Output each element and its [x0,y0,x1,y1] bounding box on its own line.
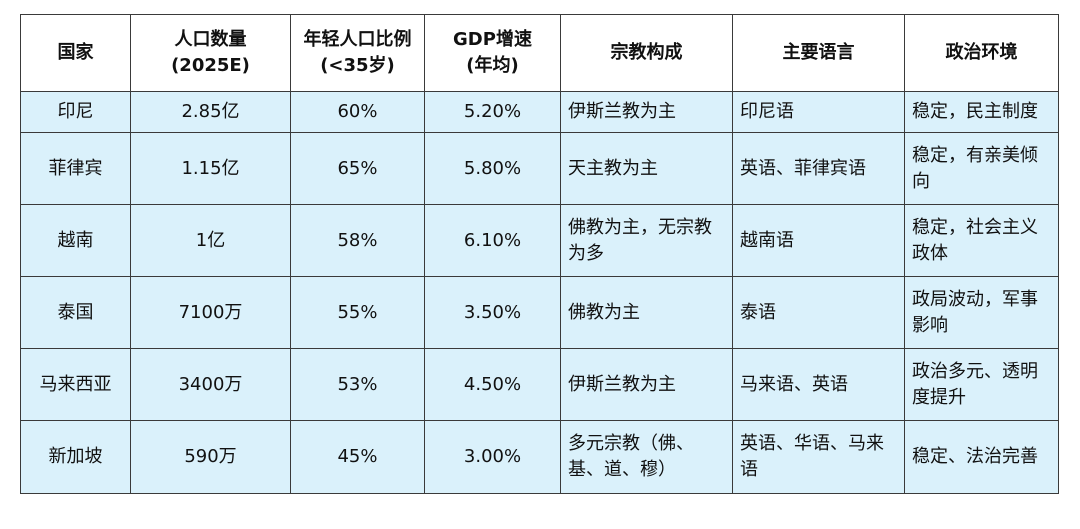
cell-language: 泰语 [732,276,905,349]
country-comparison-table: 国家 人口数量 (2025E) 年轻人口比例 (<35岁) GDP增速 (年均) 宗教… [20,14,1059,494]
header-politics: 政治环境 [904,14,1059,92]
header-population: 人口数量 (2025E) [130,14,291,92]
cell-gdp-growth: 5.20% [424,91,561,133]
cell-gdp-growth: 3.00% [424,420,561,494]
cell-country: 越南 [20,204,131,277]
cell-politics: 稳定，民主制度 [904,91,1059,133]
cell-youth-ratio: 60% [290,91,425,133]
cell-religion: 佛教为主，无宗教为多 [560,204,733,277]
table-row: 新加坡 590万 45% 3.00% 多元宗教（佛、基、道、穆） 英语、华语、马… [20,420,1059,494]
cell-population: 1.15亿 [130,132,291,205]
data-table-container: 国家 人口数量 (2025E) 年轻人口比例 (<35岁) GDP增速 (年均) 宗教… [20,14,1059,494]
cell-population: 7100万 [130,276,291,349]
cell-youth-ratio: 58% [290,204,425,277]
header-gdp-growth: GDP增速 (年均) [424,14,561,92]
cell-politics: 政局波动，军事影响 [904,276,1059,349]
cell-politics: 稳定，社会主义政体 [904,204,1059,277]
cell-youth-ratio: 55% [290,276,425,349]
cell-language: 英语、华语、马来语 [732,420,905,494]
cell-youth-ratio: 65% [290,132,425,205]
cell-youth-ratio: 45% [290,420,425,494]
cell-politics: 稳定、法治完善 [904,420,1059,494]
header-row: 国家 人口数量 (2025E) 年轻人口比例 (<35岁) GDP增速 (年均) 宗教… [20,14,1059,92]
cell-population: 2.85亿 [130,91,291,133]
header-religion: 宗教构成 [560,14,733,92]
cell-language: 英语、菲律宾语 [732,132,905,205]
cell-country: 泰国 [20,276,131,349]
cell-population: 3400万 [130,348,291,421]
header-language: 主要语言 [732,14,905,92]
cell-religion: 天主教为主 [560,132,733,205]
cell-politics: 稳定，有亲美倾向 [904,132,1059,205]
cell-population: 1亿 [130,204,291,277]
cell-language: 越南语 [732,204,905,277]
header-country: 国家 [20,14,131,92]
cell-gdp-growth: 6.10% [424,204,561,277]
cell-religion: 伊斯兰教为主 [560,91,733,133]
table-row: 越南 1亿 58% 6.10% 佛教为主，无宗教为多 越南语 稳定，社会主义政体 [20,204,1059,277]
header-youth-ratio: 年轻人口比例 (<35岁) [290,14,425,92]
cell-gdp-growth: 3.50% [424,276,561,349]
cell-language: 马来语、英语 [732,348,905,421]
cell-youth-ratio: 53% [290,348,425,421]
cell-religion: 伊斯兰教为主 [560,348,733,421]
cell-gdp-growth: 4.50% [424,348,561,421]
cell-gdp-growth: 5.80% [424,132,561,205]
cell-population: 590万 [130,420,291,494]
cell-language: 印尼语 [732,91,905,133]
table-row: 菲律宾 1.15亿 65% 5.80% 天主教为主 英语、菲律宾语 稳定，有亲美… [20,132,1059,205]
cell-religion: 多元宗教（佛、基、道、穆） [560,420,733,494]
cell-politics: 政治多元、透明度提升 [904,348,1059,421]
cell-country: 印尼 [20,91,131,133]
table-row: 马来西亚 3400万 53% 4.50% 伊斯兰教为主 马来语、英语 政治多元、… [20,348,1059,421]
table-row: 印尼 2.85亿 60% 5.20% 伊斯兰教为主 印尼语 稳定，民主制度 [20,91,1059,133]
cell-country: 菲律宾 [20,132,131,205]
cell-country: 新加坡 [20,420,131,494]
cell-country: 马来西亚 [20,348,131,421]
table-row: 泰国 7100万 55% 3.50% 佛教为主 泰语 政局波动，军事影响 [20,276,1059,349]
cell-religion: 佛教为主 [560,276,733,349]
